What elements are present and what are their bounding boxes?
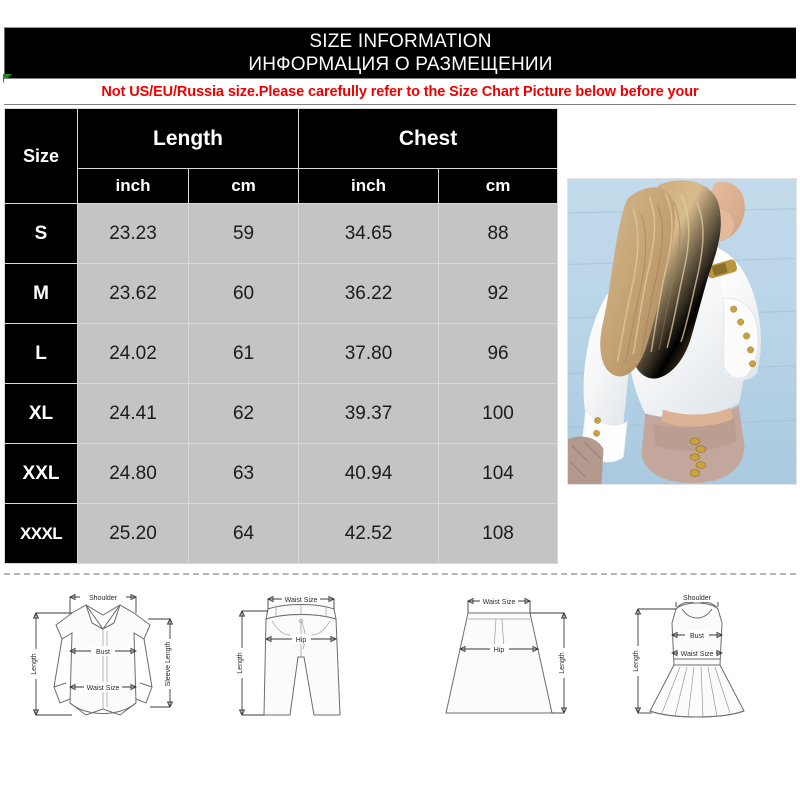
cell-length-cm-xl: 62 [187, 383, 300, 444]
warning-bar: Not US/EU/Russia size.Please carefully r… [4, 79, 796, 104]
cell-length-cm-xxl: 63 [187, 443, 300, 504]
cell-length-cm-m: 60 [187, 263, 300, 324]
cell-length-cm-s: 59 [187, 203, 300, 264]
table-header-row-units: inch cm inch cm [5, 168, 559, 204]
cell-length-inch-m: 23.62 [77, 263, 189, 324]
size-chart-table: Size Length Chest inch cm inch cm S 23.2… [4, 108, 559, 564]
cell-chest-cm-m: 92 [438, 263, 559, 324]
diagram-dress: Shoulder Bust Waist Size [602, 583, 792, 731]
cell-length-cm-xxxl: 64 [187, 503, 300, 564]
cell-chest-cm-l: 96 [438, 323, 559, 384]
diagram-pants: Waist Size Hip Length [206, 583, 396, 731]
cell-length-inch-xxl: 24.80 [77, 443, 189, 504]
header-chest-cm: cm [438, 168, 559, 204]
cell-length-inch-xl: 24.41 [77, 383, 189, 444]
dress-label-length: Length [633, 650, 640, 672]
cell-length-inch-xxxl: 25.20 [77, 503, 189, 564]
header-chest-inch: inch [298, 168, 440, 204]
cell-chest-inch-xxl: 40.94 [298, 443, 440, 504]
header-length-cm: cm [187, 168, 300, 204]
dress-label-bust: Bust [690, 633, 704, 640]
diagram-skirt: Waist Size Hip Length [404, 583, 594, 731]
title-banner: SIZE INFORMATION ИНФОРМАЦИЯ О РАЗМЕЩЕНИИ [4, 27, 796, 79]
table-row: XL 24.41 62 39.37 100 [4, 383, 559, 444]
table-row: S 23.23 59 34.65 88 [4, 203, 559, 264]
cell-size-s: S [4, 203, 78, 264]
shirt-label-length: Length [31, 653, 38, 675]
table-header-row-groups: Size Length Chest [4, 108, 559, 204]
diagram-shirt: Shoulder Bust Waist Size [8, 583, 198, 731]
cell-chest-cm-s: 88 [438, 203, 559, 264]
header-group-length: Length [76, 108, 300, 169]
warning-rule-bottom [4, 104, 796, 105]
cell-size-l: L [4, 323, 78, 384]
cell-chest-inch-l: 37.80 [298, 323, 440, 384]
warning-text: Not US/EU/Russia size.Please carefully r… [101, 83, 699, 100]
pants-label-length: Length [237, 652, 244, 674]
cell-chest-cm-xl: 100 [438, 383, 559, 444]
table-row: L 24.02 61 37.80 96 [4, 323, 559, 384]
cell-size-xxl: XXL [4, 443, 78, 504]
shirt-label-bust: Bust [96, 649, 110, 656]
cell-size-m: M [4, 263, 78, 324]
warning-rule-top [4, 78, 796, 79]
section-divider [4, 573, 796, 575]
pants-label-hip: Hip [296, 637, 307, 644]
cell-length-inch-l: 24.02 [77, 323, 189, 384]
cell-size-xl: XL [4, 383, 78, 444]
measurement-diagrams: Shoulder Bust Waist Size [4, 583, 796, 731]
table-row: XXXL 25.20 64 42.52 108 [4, 503, 559, 564]
shirt-label-waist: Waist Size [87, 685, 120, 692]
dress-label-shoulder: Shoulder [683, 595, 712, 602]
page-title-russian: ИНФОРМАЦИЯ О РАЗМЕЩЕНИИ [248, 54, 553, 75]
table-row: XXL 24.80 63 40.94 104 [4, 443, 559, 504]
header-length-inch: inch [77, 168, 189, 204]
cell-size-xxxl: XXXL [4, 503, 78, 564]
product-photo [567, 178, 797, 485]
cell-chest-inch-s: 34.65 [298, 203, 440, 264]
cell-chest-inch-xl: 39.37 [298, 383, 440, 444]
dress-label-waist: Waist Size [681, 651, 714, 658]
cell-length-inch-s: 23.23 [77, 203, 189, 264]
cell-chest-inch-m: 36.22 [298, 263, 440, 324]
shirt-label-sleeve-length: Sleeve Length [165, 642, 172, 687]
skirt-label-waist: Waist Size [483, 599, 516, 606]
header-group-chest: Chest [298, 108, 559, 169]
cell-length-cm-l: 61 [187, 323, 300, 384]
page-title-english: SIZE INFORMATION [309, 31, 492, 52]
skirt-label-length: Length [559, 652, 566, 674]
shirt-label-shoulder: Shoulder [89, 595, 118, 602]
table-row: M 23.62 60 36.22 92 [4, 263, 559, 324]
cell-chest-cm-xxl: 104 [438, 443, 559, 504]
cell-chest-inch-xxxl: 42.52 [298, 503, 440, 564]
pants-label-waist: Waist Size [285, 597, 318, 604]
header-size: Size [4, 108, 78, 204]
cell-chest-cm-xxxl: 108 [438, 503, 559, 564]
skirt-label-hip: Hip [494, 647, 505, 654]
